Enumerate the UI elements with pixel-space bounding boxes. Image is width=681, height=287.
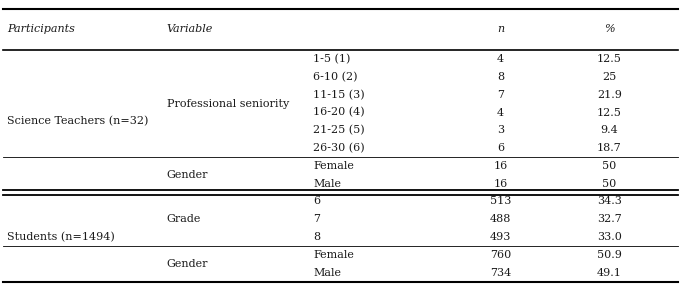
Text: 12.5: 12.5 <box>597 108 622 117</box>
Text: %: % <box>604 24 615 34</box>
Text: 11-15 (3): 11-15 (3) <box>313 90 365 100</box>
Text: 16: 16 <box>494 161 507 171</box>
Text: 760: 760 <box>490 250 511 260</box>
Text: Female: Female <box>313 250 354 260</box>
Text: 26-30 (6): 26-30 (6) <box>313 143 365 153</box>
Text: 50: 50 <box>603 179 616 189</box>
Text: Variable: Variable <box>167 24 213 34</box>
Text: 33.0: 33.0 <box>597 232 622 242</box>
Text: 18.7: 18.7 <box>597 143 622 153</box>
Text: 49.1: 49.1 <box>597 268 622 278</box>
Text: 6: 6 <box>497 143 504 153</box>
Text: 50.9: 50.9 <box>597 250 622 260</box>
Text: 6: 6 <box>313 197 320 206</box>
Text: 50: 50 <box>603 161 616 171</box>
Text: Gender: Gender <box>167 170 208 180</box>
Text: Grade: Grade <box>167 214 201 224</box>
Text: 32.7: 32.7 <box>597 214 622 224</box>
Text: Professional seniority: Professional seniority <box>167 99 289 108</box>
Text: 513: 513 <box>490 197 511 206</box>
Text: 1-5 (1): 1-5 (1) <box>313 54 351 64</box>
Text: 8: 8 <box>497 72 504 82</box>
Text: 34.3: 34.3 <box>597 197 622 206</box>
Text: Male: Male <box>313 268 341 278</box>
Text: Gender: Gender <box>167 259 208 269</box>
Text: Students (n=1494): Students (n=1494) <box>7 232 114 242</box>
Text: Participants: Participants <box>7 24 75 34</box>
Text: 21.9: 21.9 <box>597 90 622 100</box>
Text: 493: 493 <box>490 232 511 242</box>
Text: Male: Male <box>313 179 341 189</box>
Text: n: n <box>497 24 504 34</box>
Text: 16-20 (4): 16-20 (4) <box>313 107 365 118</box>
Text: 16: 16 <box>494 179 507 189</box>
Text: 7: 7 <box>497 90 504 100</box>
Text: 9.4: 9.4 <box>601 125 618 135</box>
Text: 734: 734 <box>490 268 511 278</box>
Text: 3: 3 <box>497 125 504 135</box>
Text: 21-25 (5): 21-25 (5) <box>313 125 365 135</box>
Text: 6-10 (2): 6-10 (2) <box>313 72 358 82</box>
Text: 25: 25 <box>603 72 616 82</box>
Text: 12.5: 12.5 <box>597 54 622 64</box>
Text: 4: 4 <box>497 108 504 117</box>
Text: 7: 7 <box>313 214 320 224</box>
Text: 4: 4 <box>497 54 504 64</box>
Text: Science Teachers (n=32): Science Teachers (n=32) <box>7 116 148 127</box>
Text: 488: 488 <box>490 214 511 224</box>
Text: 8: 8 <box>313 232 320 242</box>
Text: Female: Female <box>313 161 354 171</box>
